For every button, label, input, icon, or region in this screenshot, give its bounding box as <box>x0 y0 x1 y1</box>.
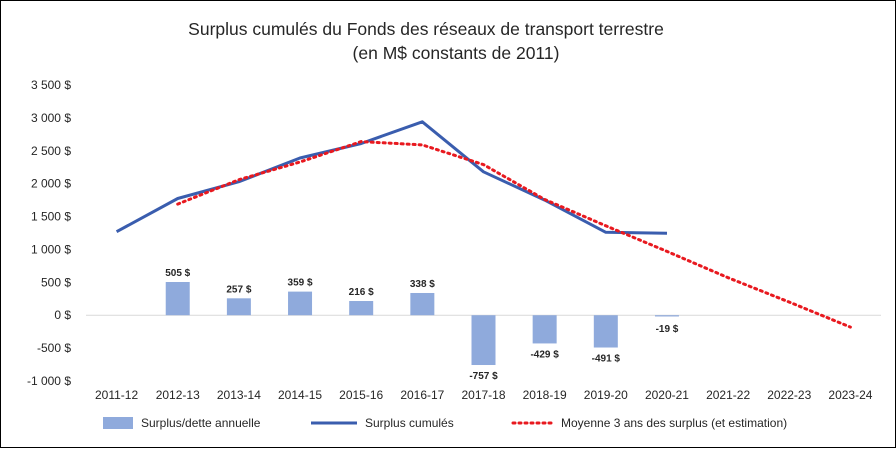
y-axis: 3 500 $ 3 000 $ 2 500 $ 2 000 $ 1 500 $ 1 000… <box>27 78 71 388</box>
bar-data-label: -19 $ <box>656 324 679 335</box>
bar <box>165 282 190 316</box>
legend-label: Surplus cumulés <box>365 416 454 430</box>
x-tick-label: 2017-18 <box>461 388 505 402</box>
x-tick-label: 2013-14 <box>217 388 261 402</box>
x-tick-label: 2012-13 <box>156 388 200 402</box>
x-tick-label: 2015-16 <box>339 388 383 402</box>
chart-title: Surplus cumulés du Fonds des réseaux de … <box>188 19 664 39</box>
bar <box>288 291 313 316</box>
bar-data-label: 338 $ <box>410 279 435 290</box>
x-tick-label: 2011-12 <box>95 388 138 402</box>
bar-data-label: 216 $ <box>349 287 374 298</box>
y-tick-label: 2 000 $ <box>31 177 71 191</box>
bar-data-labels: 505 $ 257 $ 359 $ 216 $ 338 $ -757 $ -429 $ -49… <box>165 268 679 382</box>
chart-subtitle: (en M$ constants de 2011) <box>353 43 560 63</box>
x-tick-label: 2022-23 <box>767 388 811 402</box>
y-tick-label: 1 000 $ <box>31 242 71 256</box>
series-line-moyenne-3-ans <box>176 140 852 329</box>
y-tick-label: 1 500 $ <box>31 210 71 224</box>
bar-data-label: -429 $ <box>530 349 559 360</box>
legend-label: Surplus/dette annuelle <box>141 416 261 430</box>
bar-data-label: -491 $ <box>592 354 621 365</box>
y-tick-label: -1 000 $ <box>27 374 71 388</box>
bar-data-label: -757 $ <box>469 371 498 382</box>
legend-label: Moyenne 3 ans des surplus (et estimation… <box>561 416 787 430</box>
y-tick-label: 0 $ <box>54 308 71 322</box>
bar <box>532 315 557 344</box>
x-tick-label: 2018-19 <box>523 388 567 402</box>
y-tick-label: 500 $ <box>41 275 71 289</box>
bar <box>593 315 618 348</box>
bar-data-label: 257 $ <box>226 284 251 295</box>
x-tick-label: 2023-24 <box>828 388 872 402</box>
x-tick-label: 2020-21 <box>645 388 689 402</box>
x-tick-label: 2021-22 <box>706 388 750 402</box>
bar <box>226 298 251 316</box>
line-series <box>115 120 852 329</box>
x-axis: 2011-12 2012-13 2013-14 2014-15 2015-16 2016-… <box>95 388 873 402</box>
bar <box>349 301 374 316</box>
bar <box>471 315 496 366</box>
bar-data-label: 505 $ <box>165 268 190 279</box>
bar <box>410 292 435 316</box>
bar <box>654 315 679 317</box>
legend: Surplus/dette annuelle Surplus cumulés Moy… <box>103 416 787 430</box>
bar-series <box>165 282 679 366</box>
bar-data-label: 359 $ <box>288 278 313 289</box>
x-tick-label: 2016-17 <box>400 388 444 402</box>
y-tick-label: 2 500 $ <box>31 144 71 158</box>
x-tick-label: 2014-15 <box>278 388 322 402</box>
legend-swatch-bar <box>103 417 133 429</box>
series-line-surplus-cumules <box>115 120 668 235</box>
y-tick-label: 3 500 $ <box>31 78 71 92</box>
x-tick-label: 2019-20 <box>584 388 628 402</box>
y-tick-label: 3 000 $ <box>31 111 71 125</box>
y-tick-label: -500 $ <box>37 341 71 355</box>
